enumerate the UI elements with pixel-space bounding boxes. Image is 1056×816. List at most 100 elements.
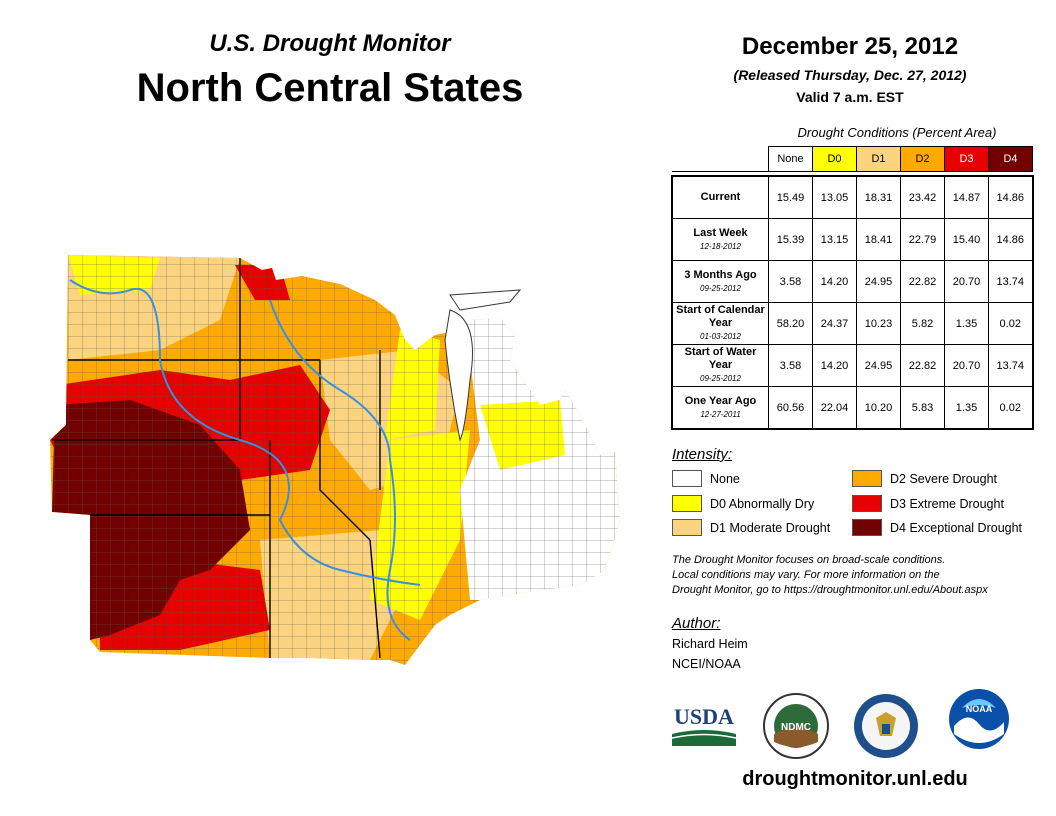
row-date: 09-25-2012 [700,374,741,383]
table-cell: 3.58 [768,344,813,387]
table-cell: 58.20 [768,302,813,345]
table-cell: 22.79 [900,218,945,261]
table-cell: 18.41 [856,218,901,261]
table-cell: 14.86 [988,218,1034,261]
map-subtitle: U.S. Drought Monitor [209,30,451,57]
author-name: Richard Heim [672,637,748,651]
table-cell: 20.70 [944,260,989,303]
map-date: December 25, 2012 [741,33,959,60]
legend-label: D3 Extreme Drought [890,496,1004,511]
legend-swatch [672,495,702,512]
disclaimer-note: The Drought Monitor focuses on broad-sca… [672,553,1042,598]
table-cell: 10.23 [856,302,901,345]
table-cell: 13.74 [988,260,1034,303]
noaa-logo-text: NOAA [966,704,993,714]
table-cell: 14.86 [988,175,1034,219]
river-mississippi [269,299,411,641]
table-header-row: None D0 D1 D2 D3 D4 [672,146,1033,172]
legend-swatch [672,470,702,487]
legend-item-d0: D0 Abnormally Dry [672,495,814,512]
legend-label: D0 Abnormally Dry [710,496,815,511]
table-cell: 23.42 [900,175,945,219]
row-label: 3 Months Ago [684,268,757,281]
ndmc-logo-text: NDMC [781,722,811,733]
note-line: Drought Monitor, go to https://droughtmo… [672,584,988,596]
row-label: Last Week [693,226,748,239]
table-cell: 13.15 [812,218,857,261]
row-label: One Year Ago [684,394,757,407]
legend-label: None [710,471,740,486]
table-row: Last Week 12-18-2012 15.39 13.15 18.41 22… [671,218,1034,261]
note-line: Local conditions may vary. For more info… [672,569,940,581]
table-cell: 18.31 [856,175,901,219]
table-row: One Year Ago 12-27-2011 60.56 22.04 10.20… [671,386,1034,430]
row-date: 12-18-2012 [700,241,741,251]
table-row: Start of Calendar Year 01-03-2012 58.20 2… [671,302,1034,345]
lake-superior [449,289,522,311]
table-cell: 14.87 [944,175,989,219]
table-row: 3 Months Ago 09-25-2012 3.58 14.20 24.95 … [671,260,1034,303]
table-cell: 0.02 [988,302,1034,345]
author-title: Author: [672,615,721,632]
table-cell: 14.20 [812,344,857,387]
table-cell: 10.20 [856,386,901,430]
website-url[interactable]: droughtmonitor.unl.edu [742,768,968,790]
table-cell: 15.49 [768,175,813,219]
row-date: 01-03-2012 [700,332,741,341]
usda-logo: USDA [671,704,737,746]
col-header: D4 [988,146,1033,172]
legend-item-none: None [672,470,740,487]
legend-item-d1: D1 Moderate Drought [672,519,830,536]
table-cell: 13.74 [988,344,1034,387]
legend-label: D2 Severe Drought [890,471,998,486]
table-cell: 22.04 [812,386,857,430]
conditions-table: None D0 D1 D2 D3 D4 Current 15.49 13.05 … [671,146,1034,430]
map-title: North Central States [136,66,524,110]
noaa-logo: NOAA [949,689,1009,749]
table-cell: 5.83 [900,386,945,430]
row-label: Current [700,191,741,203]
legend-swatch [852,495,882,512]
note-line: The Drought Monitor focuses on broad-sca… [672,554,946,566]
legend-item-d3: D3 Extreme Drought [852,495,1004,512]
usda-logo-text: USDA [674,704,734,729]
row-date: 12-27-2011 [700,409,741,419]
legend-label: D4 Exceptional Drought [890,520,1023,535]
state-borders [52,258,381,659]
table-row: Start of Water Year 09-25-2012 3.58 14.20… [671,344,1034,387]
table-cell: 1.35 [944,302,989,345]
valid-time: Valid 7 a.m. EST [796,89,904,105]
col-header: D0 [812,146,857,172]
ndmc-logo: NDMC [763,693,829,759]
row-label: Start of Calendar Year [676,304,765,329]
county-lines [50,255,620,665]
author-org: NCEI/NOAA [672,657,741,671]
table-cell: 22.82 [900,344,945,387]
release-note: (Released Thursday, Dec. 27, 2012) [733,67,967,83]
table-cell: 13.05 [812,175,857,219]
table-cell: 0.02 [988,386,1034,430]
row-date: 09-25-2012 [700,283,741,293]
legend-swatch [672,519,702,536]
col-header: D3 [944,146,989,172]
lake-michigan [444,309,473,442]
col-header: None [768,146,813,172]
table-row: Current 15.49 13.05 18.31 23.42 14.87 14… [671,175,1034,219]
conditions-caption: Drought Conditions (Percent Area) [797,125,997,140]
table-cell: 24.37 [812,302,857,345]
col-header: D2 [900,146,945,172]
legend-item-d4: D4 Exceptional Drought [852,519,1022,536]
table-cell: 24.95 [856,344,901,387]
commerce-seal-logo [854,694,918,758]
row-label: Start of Water Year [684,346,757,371]
col-header: D1 [856,146,901,172]
table-cell: 5.82 [900,302,945,345]
table-cell: 14.20 [812,260,857,303]
drought-map [50,255,620,665]
table-cell: 1.35 [944,386,989,430]
legend-label: D1 Moderate Drought [710,520,831,535]
legend-item-d2: D2 Severe Drought [852,470,997,487]
table-cell: 15.39 [768,218,813,261]
table-cell: 20.70 [944,344,989,387]
legend-swatch [852,470,882,487]
